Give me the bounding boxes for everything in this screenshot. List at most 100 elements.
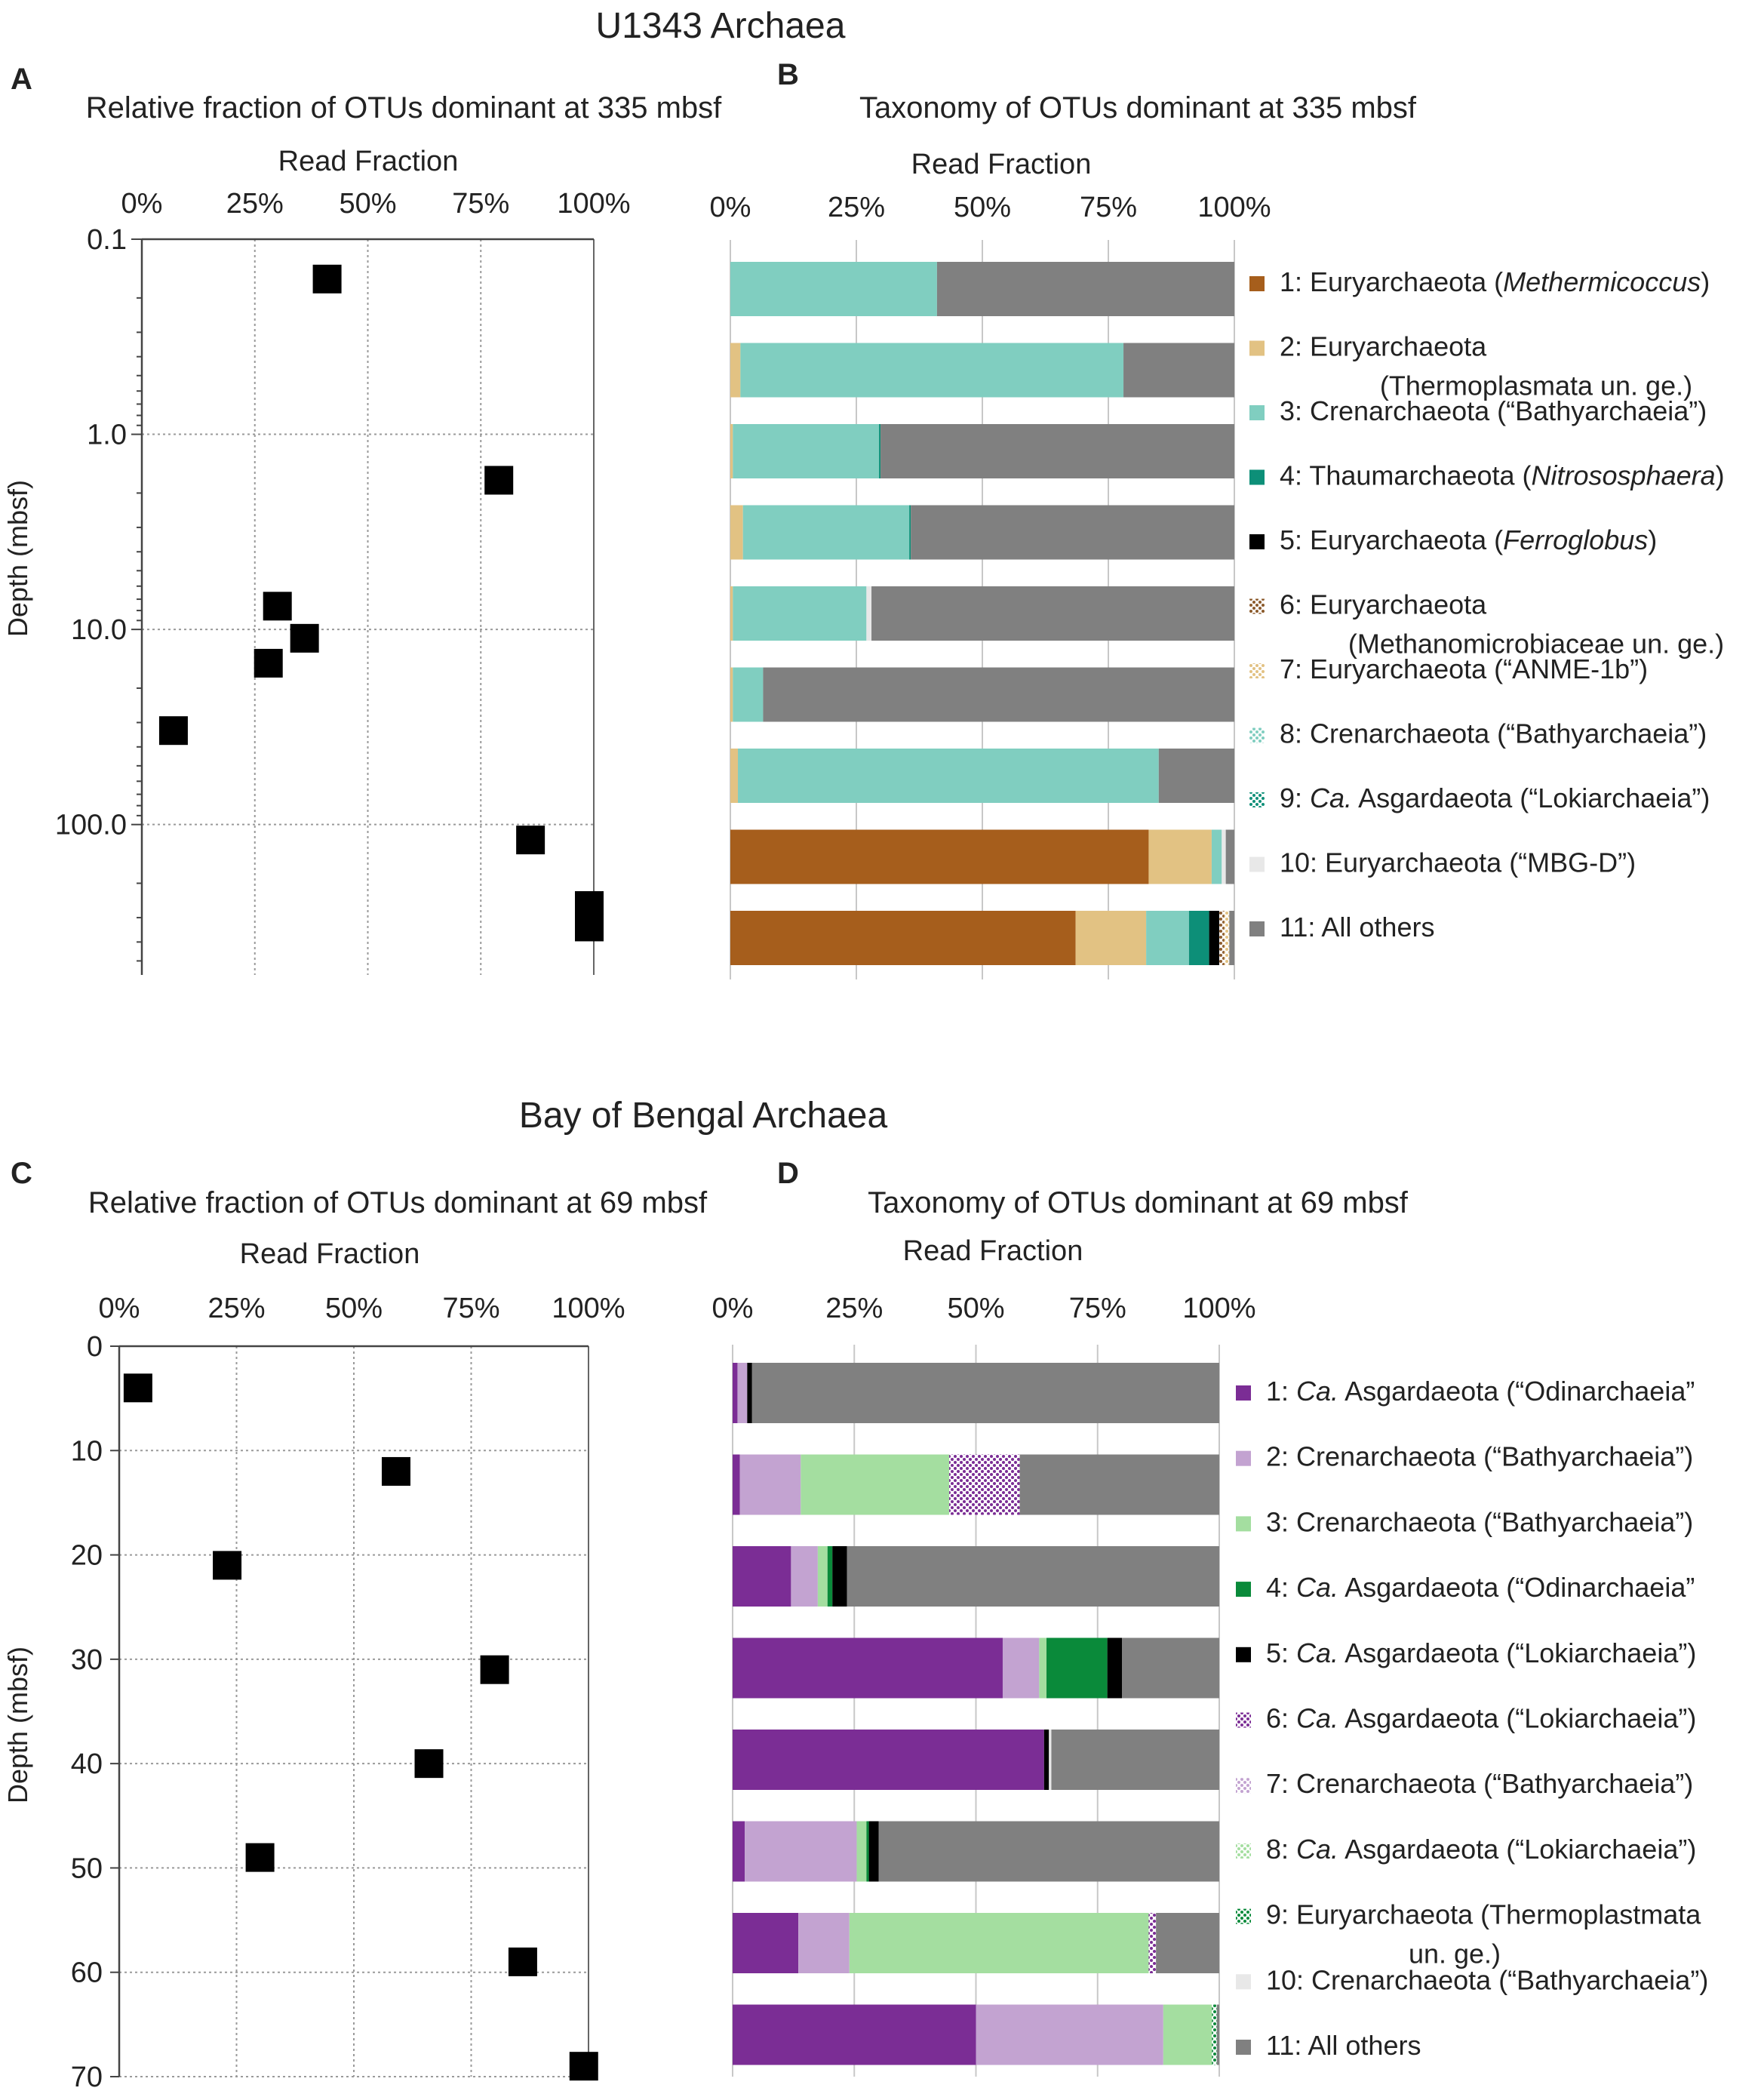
legend-label: 11: All others — [1280, 912, 1434, 942]
y-tick-label: 40 — [71, 1748, 103, 1780]
y-tick-label: 10.0 — [71, 614, 127, 646]
scatter-point — [254, 648, 283, 678]
panel-a-xlabel: Read Fraction — [278, 146, 459, 177]
x-tick-label: 75% — [442, 1293, 499, 1324]
x-tick-label: 50% — [954, 192, 1011, 223]
x-tick-label: 75% — [1069, 1293, 1126, 1324]
x-tick-label: 50% — [339, 188, 396, 220]
legend-swatch — [1249, 534, 1265, 549]
bar-segment — [730, 424, 733, 478]
bar-segment — [733, 1730, 1044, 1790]
legend-label: 1: Ca. Asgardaeota (“Odinarchaeia” — [1266, 1376, 1695, 1407]
legend-label: 6: Euryarchaeota — [1280, 589, 1487, 620]
scatter-point — [158, 716, 188, 746]
legend-swatch — [1249, 405, 1265, 420]
bar-segment — [742, 505, 910, 560]
bar-segment — [879, 424, 881, 478]
legend-label: 3: Crenarchaeota (“Bathyarchaeia”) — [1280, 395, 1707, 426]
bar-segment — [747, 1363, 752, 1423]
bar-segment — [738, 749, 1159, 803]
legend-label: 2: Crenarchaeota (“Bathyarchaeia”) — [1266, 1441, 1693, 1472]
panel-d: Taxonomy of OTUs dominant at 69 mbsf Rea… — [712, 1186, 1708, 2077]
bar-segment — [866, 586, 872, 641]
bar-segment — [763, 667, 1234, 722]
bar-segment — [1148, 1913, 1157, 1973]
x-tick-label: 50% — [325, 1293, 383, 1324]
x-tick-label: 75% — [452, 188, 509, 220]
panel-c-title: Relative fraction of OTUs dominant at 69… — [88, 1186, 708, 1219]
bar-segment — [730, 667, 733, 722]
bar-segment — [733, 1546, 791, 1607]
legend-label-continued: (Methanomicrobiaceae un. ge.) — [1348, 629, 1724, 660]
bar-segment — [1224, 911, 1230, 965]
legend-swatch — [1249, 340, 1265, 356]
panel-c-xlabel: Read Fraction — [240, 1238, 420, 1270]
bar-segment — [1148, 829, 1212, 884]
y-tick-label: 1.0 — [87, 420, 127, 451]
legend-swatch — [1249, 792, 1265, 807]
x-tick-label: 0% — [121, 188, 163, 220]
bar-segment — [1051, 1730, 1219, 1790]
legend-swatch — [1249, 727, 1265, 743]
scatter-point — [263, 592, 292, 621]
legend-label: 11: All others — [1266, 2030, 1421, 2061]
bar-segment — [856, 1821, 867, 1882]
legend-swatch — [1236, 2040, 1251, 2055]
panel-a-title: Relative fraction of OTUs dominant at 33… — [86, 91, 722, 125]
bar-segment — [740, 343, 1124, 398]
legend-swatch — [1236, 1712, 1251, 1728]
legend-swatch — [1236, 1908, 1251, 1924]
bar-segment — [976, 2004, 1163, 2065]
y-tick-label: 50 — [71, 1853, 103, 1884]
legend-swatch — [1249, 469, 1265, 485]
legend-swatch — [1249, 276, 1265, 291]
legend-swatch — [1249, 598, 1265, 614]
bar-segment — [1146, 911, 1189, 965]
legend-swatch — [1236, 1516, 1251, 1532]
y-tick-label: 100.0 — [55, 810, 127, 841]
panel-a-ylabel: Depth (mbsf) — [2, 480, 33, 637]
legend-label: 9: Euryarchaeota (Thermoplastmata — [1266, 1899, 1701, 1930]
section-title-bay-of-bengal: Bay of Bengal Archaea — [519, 1096, 888, 1136]
x-tick-label: 0% — [99, 1293, 140, 1324]
y-tick-label: 70 — [71, 2062, 103, 2093]
bar-segment — [868, 1821, 879, 1882]
bar-segment — [871, 586, 1234, 641]
bar-segment — [1209, 911, 1219, 965]
legend-swatch — [1236, 1974, 1251, 1990]
scatter-point — [508, 1947, 537, 1976]
bar-segment — [733, 1913, 799, 1973]
legend-swatch — [1249, 856, 1265, 872]
scatter-point — [245, 1843, 275, 1872]
bar-segment — [791, 1546, 818, 1607]
x-tick-label: 25% — [226, 188, 284, 220]
legend-swatch — [1236, 1647, 1251, 1662]
bar-segment — [1216, 2004, 1219, 2065]
bar-segment — [849, 1913, 1149, 1973]
bar-segment — [733, 1821, 745, 1882]
bar-segment — [1229, 911, 1234, 965]
x-tick-label: 0% — [712, 1293, 754, 1324]
bar-segment — [1158, 749, 1234, 803]
bar-segment — [737, 1363, 748, 1423]
bar-segment — [936, 262, 1234, 316]
y-tick-label: 0.1 — [87, 224, 127, 256]
scatter-point — [290, 623, 319, 653]
bar-segment — [1222, 829, 1226, 884]
bar-segment — [949, 1454, 1020, 1515]
y-tick-label: 20 — [71, 1540, 103, 1572]
y-tick-label: 60 — [71, 1957, 103, 1989]
x-tick-label: 75% — [1080, 192, 1137, 223]
bar-segment — [1188, 911, 1209, 965]
panel-c: Relative fraction of OTUs dominant at 69… — [2, 1186, 708, 2093]
bar-segment — [733, 2004, 976, 2065]
legend-label: 4: Thaumarchaeota (Nitrososphaera) — [1280, 460, 1725, 491]
bar-segment — [1122, 1637, 1219, 1699]
panel-label-c: C — [11, 1157, 32, 1190]
bar-segment — [817, 1546, 828, 1607]
legend-label-continued: un. ge.) — [1409, 1939, 1501, 1969]
legend-label: 5: Euryarchaeota (Ferroglobus) — [1280, 524, 1657, 555]
scatter-point — [213, 1551, 242, 1580]
legend-swatch — [1236, 1843, 1251, 1859]
